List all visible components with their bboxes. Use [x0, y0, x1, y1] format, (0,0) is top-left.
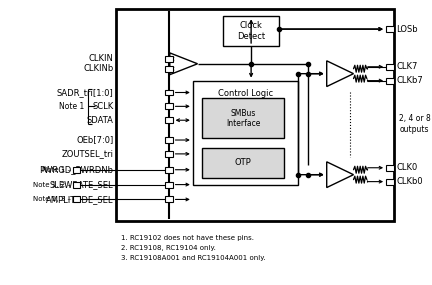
- Text: Control Logic: Control Logic: [218, 89, 273, 97]
- Text: OTP: OTP: [235, 158, 251, 167]
- Text: CLKb7: CLKb7: [397, 76, 423, 85]
- Bar: [165, 89, 173, 95]
- Bar: [386, 26, 394, 32]
- Text: 3. RC19108A001 and RC19104A001 only.: 3. RC19108A001 and RC19104A001 only.: [121, 255, 266, 261]
- Text: 1. RC19102 does not have these pins.: 1. RC19102 does not have these pins.: [121, 235, 254, 241]
- Text: AMPLITUDE_SEL: AMPLITUDE_SEL: [46, 195, 113, 204]
- Text: SMBus
Interface: SMBus Interface: [226, 109, 260, 128]
- Bar: [386, 78, 394, 84]
- Text: PWRGD_PWRDNb: PWRGD_PWRDNb: [39, 165, 113, 174]
- Text: CLKINb: CLKINb: [83, 64, 113, 73]
- Text: Note 1, 2 –: Note 1, 2 –: [33, 182, 71, 188]
- Bar: [165, 56, 173, 62]
- Bar: [73, 167, 80, 173]
- Text: 2, 4 or 8
outputs: 2, 4 or 8 outputs: [399, 115, 431, 134]
- Text: SADR_tri[1:0]: SADR_tri[1:0]: [57, 88, 113, 97]
- Bar: [165, 103, 173, 109]
- Bar: [165, 182, 173, 188]
- Bar: [73, 196, 80, 202]
- Text: Note 1: Note 1: [59, 102, 85, 111]
- Bar: [386, 165, 394, 171]
- Bar: [386, 179, 394, 185]
- Text: ZOUTSEL_tri: ZOUTSEL_tri: [61, 149, 113, 158]
- Bar: [165, 167, 173, 173]
- Text: CLKb0: CLKb0: [397, 177, 423, 186]
- Text: Clock
Detect: Clock Detect: [237, 21, 265, 41]
- Bar: [73, 182, 80, 188]
- Bar: [165, 66, 173, 72]
- Text: Note 1 –: Note 1 –: [42, 167, 71, 173]
- Text: CLK0: CLK0: [397, 163, 418, 172]
- Text: SCLK: SCLK: [92, 102, 113, 111]
- Bar: [386, 64, 394, 70]
- Text: CLK7: CLK7: [397, 62, 418, 71]
- Text: 2. RC19108, RC19104 only.: 2. RC19108, RC19104 only.: [121, 245, 216, 251]
- Bar: [165, 196, 173, 202]
- Text: Note 1, 3 –: Note 1, 3 –: [33, 196, 71, 202]
- Bar: [165, 137, 173, 143]
- Text: SDATA: SDATA: [86, 116, 113, 125]
- Bar: [223, 16, 279, 46]
- Text: LOSb: LOSb: [397, 25, 418, 34]
- Bar: [116, 9, 394, 221]
- Bar: [202, 148, 284, 178]
- Bar: [165, 151, 173, 157]
- Text: OEb[7:0]: OEb[7:0]: [76, 136, 113, 144]
- Bar: [202, 98, 284, 138]
- Bar: [193, 81, 298, 185]
- Text: CLKIN: CLKIN: [89, 54, 113, 63]
- Bar: [165, 117, 173, 123]
- Text: SLEWRATE_SEL: SLEWRATE_SEL: [50, 180, 113, 189]
